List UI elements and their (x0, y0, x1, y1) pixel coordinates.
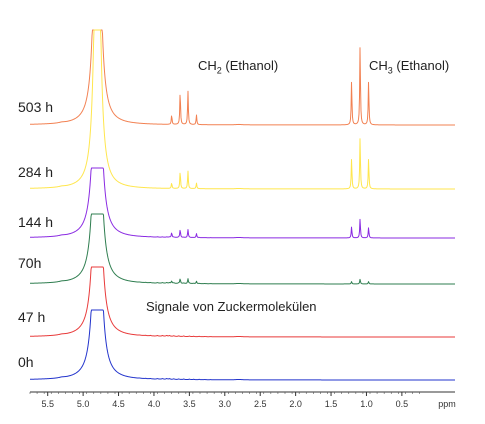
series-label-4: 47 h (18, 309, 45, 325)
ch3-annotation: CH3 (Ethanol) (369, 58, 450, 76)
x-axis-label: ppm (438, 399, 456, 409)
x-tick-label-0: 5.5 (41, 399, 54, 409)
ch2-annotation: CH2 (Ethanol) (198, 58, 279, 76)
x-tick-label-2: 4.5 (112, 399, 125, 409)
x-tick-label-9: 1.0 (360, 399, 373, 409)
series-line-4 (29, 266, 455, 338)
series-label-3: 70h (18, 255, 41, 271)
series-line-3 (29, 213, 455, 285)
series-label-0: 503 h (18, 99, 53, 115)
series-label-2: 144 h (18, 214, 53, 230)
x-tick-label-1: 5.0 (77, 399, 90, 409)
series-line-2 (29, 167, 455, 239)
series-label-5: 0h (18, 354, 34, 370)
x-tick-label-5: 3.0 (219, 399, 232, 409)
x-tick-label-7: 2.0 (289, 399, 302, 409)
series-line-5 (29, 309, 455, 381)
x-tick-label-6: 2.5 (254, 399, 267, 409)
x-tick-label-3: 4.0 (148, 399, 161, 409)
x-tick-label-4: 3.5 (183, 399, 196, 409)
sugar-annotation: Signale von Zuckermolekülen (146, 299, 317, 314)
series-label-1: 284 h (18, 164, 53, 180)
series-line-1 (29, 29, 455, 190)
x-tick-label-10: 0.5 (396, 399, 409, 409)
x-tick-label-8: 1.5 (325, 399, 338, 409)
